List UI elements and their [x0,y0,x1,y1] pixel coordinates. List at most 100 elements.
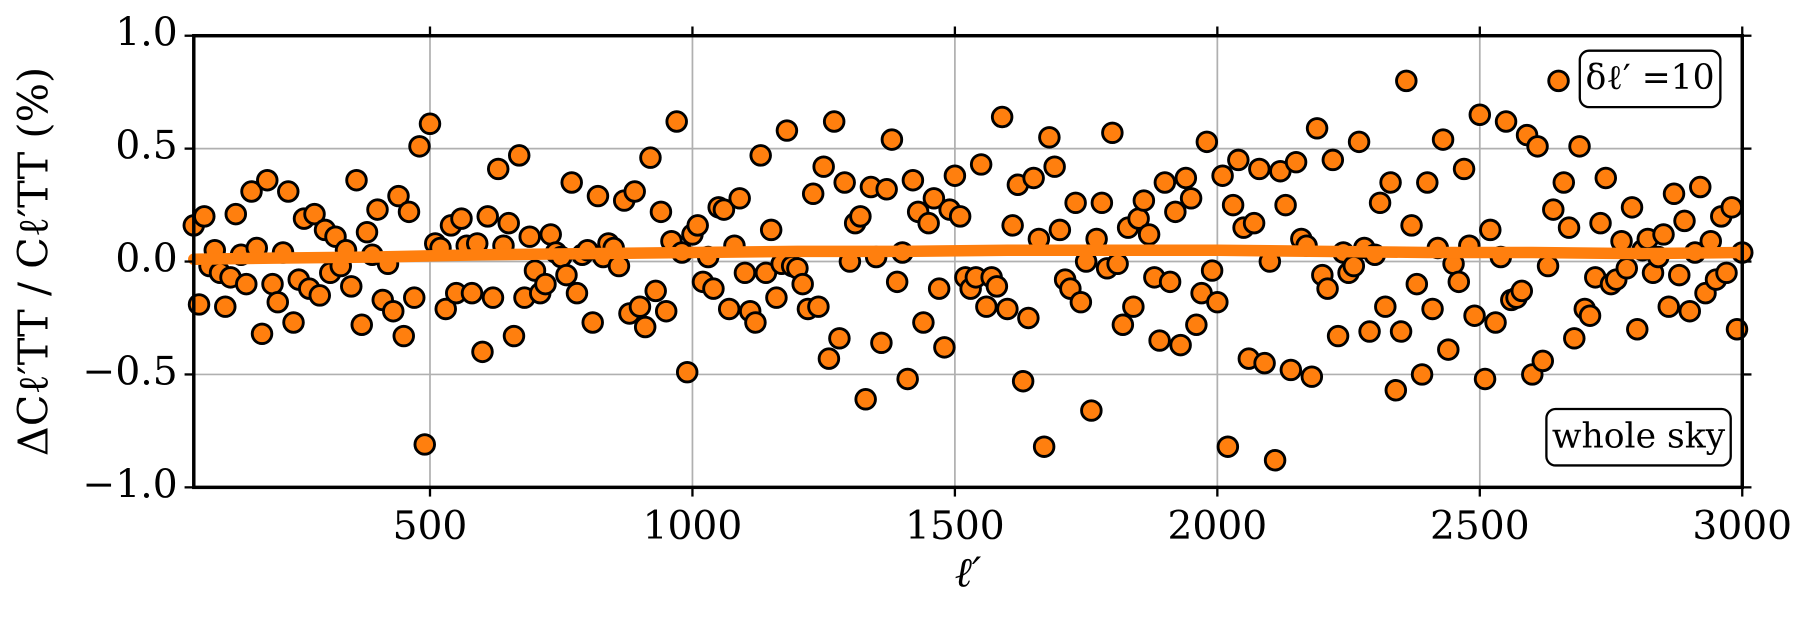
marks [182,69,1754,472]
scatter-point [665,110,688,133]
scatter-point [418,112,442,136]
scatter-point [1169,333,1192,357]
x-axis-label: ℓ′ [955,549,982,597]
scatter-point [397,200,421,224]
scatter-point [654,299,678,323]
scatter-point [901,169,925,192]
scatter-point [224,202,248,226]
scatter-point [581,311,604,334]
scatter-point [471,340,494,364]
scatter-point [1195,130,1219,154]
scatter-point [854,388,877,411]
scatter-point [1668,263,1691,287]
scatter-point [1405,272,1429,296]
scatter-point [1242,211,1266,235]
scatter-point [702,277,725,300]
scatter-point [775,119,799,142]
scatter-point [1720,196,1743,219]
scatter-point [912,311,935,334]
scatter-point [277,180,300,203]
scatter-point [1678,299,1701,323]
scatter-point [1326,324,1350,348]
scatter-point [408,135,431,158]
y-axis-label: ΔCℓ′TT / Cℓ′TT (%) [10,67,58,456]
scatter-point [1300,365,1324,388]
scatter-point [975,295,998,318]
scatter-point [1122,295,1145,318]
y-tick-label: −0.5 [83,349,178,394]
scatter-point [623,180,646,203]
scatter-point [1069,290,1093,314]
scatter-point [560,171,583,194]
scatter-point [1080,399,1103,422]
scatter-point [1358,320,1381,343]
scatter-point [628,295,652,318]
scatter-point [1484,311,1507,334]
scatter-point [1563,327,1586,350]
scatter-point [990,105,1014,129]
scatter-point [607,254,631,278]
scatter-point [1111,313,1135,336]
scatter-point [1174,166,1198,190]
scatter-point [744,311,767,334]
scatter-point [712,198,736,221]
scatter-point [497,211,520,235]
scatter-point [1347,130,1371,154]
scatter-point [250,322,274,346]
scatter-point [1342,254,1366,278]
scatter-point [1547,69,1570,93]
scatter-point [240,180,263,203]
scatter-point [896,367,919,391]
scatter-point [1216,435,1240,458]
scatter-point [849,205,872,228]
scatter-point [539,223,562,246]
scatter-point [1043,155,1066,178]
scatter-point [1447,270,1471,294]
scatter-point [366,198,389,221]
x-tick-label: 2000 [1168,504,1268,549]
scatter-point [1248,157,1271,181]
x-tick-label: 2500 [1430,504,1530,549]
scatter-point [1552,171,1576,194]
scatter-point [403,286,426,309]
annotation: δℓ′ =10 [1586,58,1715,98]
y-tick-label: −1.0 [83,462,178,507]
scatter-point [1305,117,1329,140]
scatter-point [791,272,814,296]
scatter-point [1158,270,1182,294]
scatter-point [1321,148,1345,172]
scatter-point [933,336,956,359]
scatter-point [870,331,893,355]
scatter-point [1410,363,1434,386]
scatter-point [1395,69,1418,93]
scatter-point [1022,166,1045,190]
scatter-point [1626,318,1649,341]
scatter-point [507,144,531,167]
scatter-point [586,184,610,208]
scatter-point [1594,166,1618,190]
scatter-point [1494,110,1518,133]
scatter-point [1473,367,1497,391]
scatter-point [917,211,940,235]
scatter-point [1185,313,1208,336]
scatter-point [1652,223,1675,246]
scatter-point [1211,164,1234,187]
scatter-point [261,272,284,296]
scatter-point [1715,261,1738,285]
scatter-point [1106,252,1129,276]
scatter-point [502,324,526,348]
scatter-point [985,275,1009,298]
scatter-point [1368,191,1392,215]
scatter-point [633,315,657,339]
scatter-point [518,225,541,248]
scatter-point [1379,171,1402,194]
scatter-point [1017,306,1040,330]
scatter-point [717,297,741,321]
scatter-point [728,187,751,210]
scatter-point [1662,182,1686,206]
scatter-point [450,207,473,230]
scatter-point [1542,198,1565,221]
scatter-point [1400,214,1423,237]
